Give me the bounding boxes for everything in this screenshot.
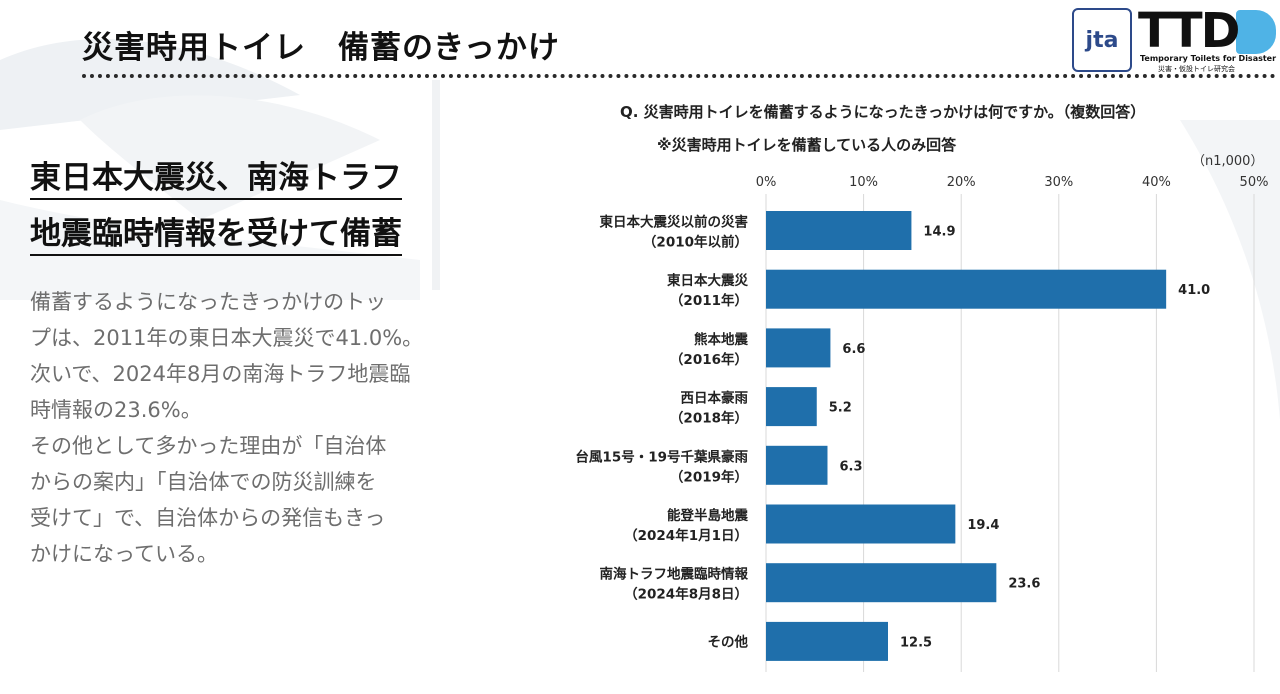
category-label: （2016年） — [670, 351, 748, 368]
x-tick-label: 20% — [947, 175, 976, 190]
bar-value-label: 12.5 — [900, 635, 932, 650]
category-label: （2024年1月1日） — [624, 527, 748, 544]
bar — [766, 269, 1167, 309]
ttd-logo-subtitle-jp: 災害・仮設トイレ研究会 — [1158, 65, 1235, 73]
title-divider — [82, 74, 1276, 78]
bar — [766, 563, 997, 603]
chart-note: ※災害時用トイレを備蓄している人のみ回答 — [657, 136, 957, 154]
headline: 東日本大震災、南海トラフ 地震臨時情報を受けて備蓄 — [30, 158, 402, 270]
bar-value-label: 5.2 — [829, 401, 852, 416]
ttd-logo-mark: TTD — [1138, 3, 1240, 59]
x-tick-label: 10% — [849, 175, 878, 190]
ttd-logo-d-shape — [1236, 10, 1276, 54]
category-label: （2011年） — [670, 292, 748, 309]
category-label: 台風15号・19号千葉県豪雨 — [575, 448, 748, 465]
bar — [766, 445, 828, 485]
category-label: 能登半島地震 — [667, 507, 748, 524]
summary-line: プは、2011年の東日本大震災で41.0%。 — [30, 326, 424, 350]
category-label: （2018年） — [670, 410, 748, 427]
x-tick-label: 50% — [1240, 175, 1269, 190]
category-label: 熊本地震 — [694, 331, 748, 348]
category-label: 南海トラフ地震臨時情報 — [600, 566, 749, 583]
category-label: 東日本大震災 — [667, 272, 748, 289]
bar-value-label: 6.3 — [839, 459, 862, 474]
summary-line: かけになっている。 — [30, 542, 218, 566]
category-label: （2019年） — [670, 468, 748, 485]
summary-text: 備蓄するようになったきっかけのトッ プは、2011年の東日本大震災で41.0%。… — [30, 284, 500, 572]
chart-question: Q. 災害時用トイレを備蓄するようになったきっかけは何ですか。（複数回答） — [620, 103, 1146, 121]
summary-line: 備蓄するようになったきっかけのトッ — [30, 290, 387, 314]
bar-value-label: 6.6 — [842, 342, 865, 357]
bar — [766, 504, 956, 544]
category-label: （2010年以前） — [643, 234, 748, 251]
chart-sample-size: （n1,000） — [1192, 154, 1264, 169]
bar-value-label: 41.0 — [1178, 283, 1210, 298]
summary-line: 次いで、2024年8月の南海トラフ地震臨 — [30, 362, 411, 386]
category-label: （2024年8月8日） — [624, 586, 748, 603]
bar — [766, 387, 817, 427]
jta-logo-text: jta — [1085, 27, 1119, 53]
summary-line: 時情報の23.6%。 — [30, 398, 202, 422]
bar — [766, 211, 912, 250]
summary-line: 受けて」で、自治体からの発信もきっ — [30, 506, 386, 530]
page-title: 災害時用トイレ 備蓄のきっかけ — [82, 30, 560, 66]
headline-line-1: 東日本大震災、南海トラフ — [30, 158, 402, 200]
category-label: その他 — [708, 633, 749, 650]
category-label: 西日本豪雨 — [681, 390, 749, 407]
jta-logo: jta — [1072, 8, 1132, 72]
x-tick-label: 0% — [756, 175, 777, 190]
summary-line: からの案内」「自治体での防災訓練を — [30, 470, 377, 494]
bar-value-label: 14.9 — [923, 225, 955, 240]
ttd-logo-subtitle: Temporary Toilets for Disaster — [1140, 54, 1277, 63]
bar-value-label: 23.6 — [1008, 577, 1040, 592]
x-tick-label: 30% — [1044, 175, 1073, 190]
category-label: 東日本大震災以前の災害 — [600, 214, 749, 231]
ttd-logo: TTD Temporary Toilets for Disaster 災害・仮設… — [1138, 3, 1278, 73]
bar — [766, 328, 831, 368]
x-tick-label: 40% — [1142, 175, 1171, 190]
bar — [766, 621, 888, 661]
summary-line: その他として多かった理由が「自治体 — [30, 434, 387, 458]
bar-value-label: 19.4 — [967, 518, 999, 533]
headline-line-2: 地震臨時情報を受けて備蓄 — [30, 214, 402, 256]
